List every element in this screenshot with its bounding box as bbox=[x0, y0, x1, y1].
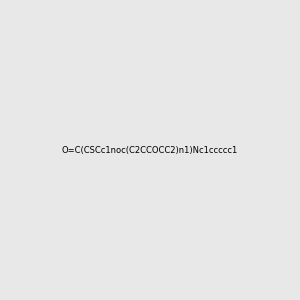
Text: O=C(CSCc1noc(C2CCOCC2)n1)Nc1ccccc1: O=C(CSCc1noc(C2CCOCC2)n1)Nc1ccccc1 bbox=[62, 146, 238, 154]
